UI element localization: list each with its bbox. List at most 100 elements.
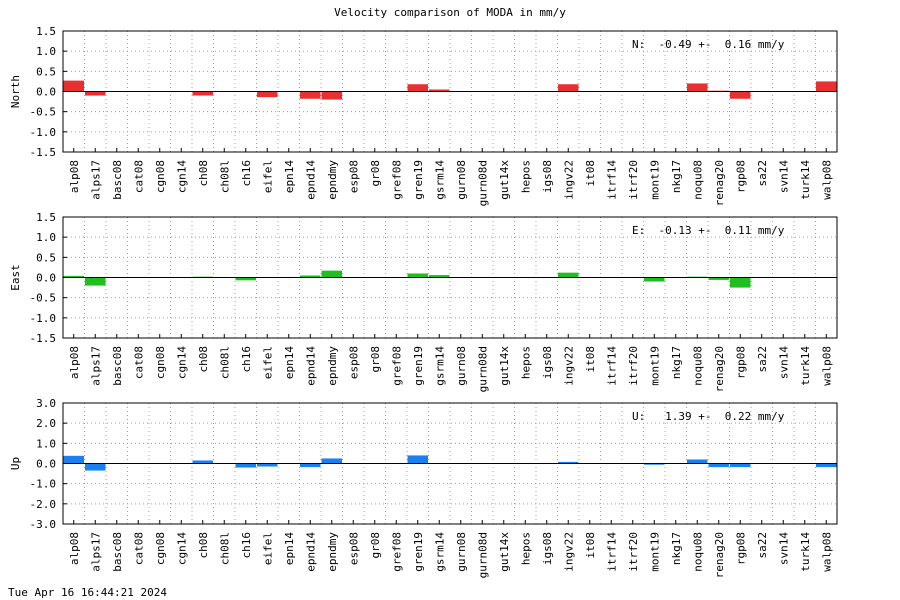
y-tick-label: -1.0 [30, 478, 57, 491]
x-tick-label: gref08 [390, 346, 403, 386]
x-tick-label: gr08 [369, 346, 382, 373]
x-tick-label: ch08 [197, 346, 210, 373]
bar-epnd14 [300, 463, 321, 468]
x-tick-label: ch08l [218, 532, 231, 565]
x-tick-label: itrf14 [605, 160, 618, 200]
x-tick-label: gurn08d [476, 532, 489, 578]
x-tick-label: svn14 [777, 160, 790, 193]
bar-epnd14 [300, 91, 321, 99]
bar-ingv22 [558, 461, 579, 464]
x-tick-label: gref08 [390, 160, 403, 200]
bar-walp08 [816, 463, 837, 468]
x-tick-label: itrf14 [605, 532, 618, 572]
bar-alps17 [85, 277, 106, 286]
x-tick-label: noqu08 [691, 160, 704, 200]
x-tick-label: epndmy [326, 346, 339, 386]
panel-north: -1.5 -1.0 -0.5 0.0 0.5 1.0 1.5 alp08 alps17 basc0… [9, 25, 838, 206]
bar-rgp08 [730, 463, 751, 468]
y-tick-label: 3.0 [36, 397, 56, 410]
x-tick-label: esp08 [347, 346, 360, 379]
x-tick-label: svn14 [777, 532, 790, 565]
y-tick-label: -1.5 [30, 332, 57, 345]
x-tick-label: walp08 [820, 160, 833, 200]
x-tick-label: gren19 [412, 160, 425, 200]
x-tick-label: ingv22 [562, 346, 575, 386]
x-tick-label: cgn08 [154, 532, 167, 565]
chart-title: Velocity comparison of MODA in mm/y [334, 6, 566, 19]
x-tick-label: itrf20 [627, 532, 640, 572]
x-tick-label: walp08 [820, 532, 833, 572]
y-tick-label: 1.0 [36, 437, 56, 450]
x-tick-label: ch08l [218, 160, 231, 193]
x-tick-label: walp08 [820, 346, 833, 386]
bar-gsrm14 [429, 275, 450, 278]
y-tick-label: 0.0 [36, 458, 56, 471]
y-tick-label: -1.0 [30, 312, 57, 325]
y-tick-label: -2.0 [30, 498, 57, 511]
x-tick-label: mont19 [648, 532, 661, 572]
bar-gren19 [407, 455, 428, 464]
x-tick-label: nkg17 [670, 160, 683, 193]
x-tick-label: cgn14 [175, 160, 188, 193]
bar-rgp08 [730, 277, 751, 288]
x-tick-label: nkg17 [670, 346, 683, 379]
x-tick-label: ch08 [197, 532, 210, 559]
x-tick-label: alps17 [89, 532, 102, 572]
bar-eifel [257, 91, 278, 98]
bar-mont19 [644, 463, 665, 465]
x-tick-label: ingv22 [562, 532, 575, 572]
x-tick-label: itrf20 [627, 346, 640, 386]
y-tick-label: 1.5 [36, 211, 56, 224]
x-tick-label: igs08 [541, 160, 554, 193]
x-tick-label: gut14x [498, 160, 511, 200]
x-tick-label: cgn08 [154, 346, 167, 379]
panel-up: -3.0 -2.0 -1.0 0.0 1.0 2.0 3.0 alp08 alps17 basc0… [9, 397, 838, 578]
bar-ch08 [192, 460, 213, 464]
stats-annotation: N: -0.49 +- 0.16 mm/y [632, 38, 785, 51]
y-tick-label: 2.0 [36, 417, 56, 430]
x-tick-label: cat08 [132, 346, 145, 379]
x-tick-label: sa22 [756, 532, 769, 559]
x-tick-label: mont19 [648, 346, 661, 386]
x-tick-label: ch16 [240, 346, 253, 373]
x-tick-label: epnd14 [304, 532, 317, 572]
y-tick-label: -1.0 [30, 126, 57, 139]
x-tick-label: gr08 [369, 532, 382, 559]
bar-noqu08 [687, 83, 708, 92]
x-tick-label: eifel [261, 532, 274, 565]
bar-renag20 [708, 463, 729, 468]
x-tick-label: basc08 [111, 346, 124, 386]
y-axis-label: Up [9, 457, 22, 470]
bar-alp08 [63, 275, 84, 278]
x-tick-label: gut14x [498, 346, 511, 386]
x-tick-label: ch08l [218, 346, 231, 379]
bar-ingv22 [558, 84, 579, 92]
stats-annotation: U: 1.39 +- 0.22 mm/y [632, 410, 785, 423]
x-tick-label: gren19 [412, 346, 425, 386]
x-tick-label: eifel [261, 160, 274, 193]
x-tick-label: alp08 [68, 346, 81, 379]
x-tick-label: epn14 [283, 532, 296, 565]
x-tick-label: hepos [519, 532, 532, 565]
plot-frame [62, 30, 838, 153]
x-tick-label: rgp08 [734, 160, 747, 193]
x-tick-label: alps17 [89, 346, 102, 386]
x-tick-label: rgp08 [734, 532, 747, 565]
x-tick-label: epn14 [283, 160, 296, 193]
x-tick-label: nkg17 [670, 532, 683, 565]
bar-rgp08 [730, 91, 751, 99]
x-tick-label: esp08 [347, 160, 360, 193]
plot-frame [62, 216, 838, 339]
y-tick-label: 0.0 [36, 86, 56, 99]
bar-ch08 [192, 91, 213, 96]
bar-gren19 [407, 84, 428, 92]
x-tick-label: it08 [584, 346, 597, 373]
x-tick-label: ingv22 [562, 160, 575, 200]
x-tick-label: noqu08 [691, 532, 704, 572]
x-tick-label: cat08 [132, 532, 145, 565]
bar-alp08 [63, 455, 84, 464]
x-tick-label: gurn08d [476, 160, 489, 206]
x-tick-label: itrf20 [627, 160, 640, 200]
bar-epnd14 [300, 275, 321, 278]
